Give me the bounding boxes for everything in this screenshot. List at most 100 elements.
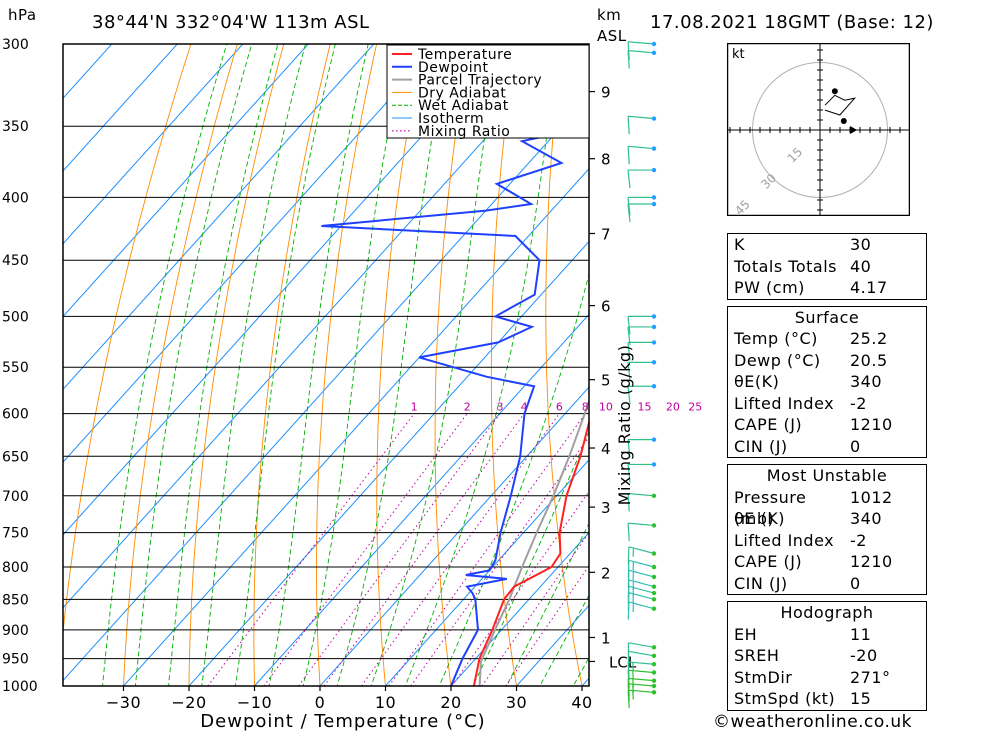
legend-label: Dry Adiabat — [418, 85, 506, 101]
wind-barb-staff — [628, 689, 655, 693]
hpa-unit-label: hPa — [8, 6, 37, 24]
height-tick-label: 1 — [601, 629, 611, 647]
wind-barb-dot — [651, 167, 657, 173]
wet-adiabat-line — [370, 44, 500, 686]
temp-tick-label: −30 — [106, 693, 141, 712]
wind-barb-feather — [627, 342, 631, 361]
mixing-ratio-label: 25 — [688, 401, 702, 414]
wind-barb-dot — [651, 116, 657, 121]
surface-row: CIN (J) 0 — [734, 436, 861, 456]
parcel-line — [478, 397, 589, 686]
mixing-ratio-label: 20 — [666, 401, 680, 414]
location-title: 38°44'N 332°04'W 113m ASL — [92, 12, 370, 33]
hodograph-stats-box: Hodograph EH 11 SREH -20 StmDir 271° StmSpd… — [727, 601, 927, 711]
dry-adiabat-line — [931, 7, 1000, 712]
mu-row: θE (K) 340 — [734, 509, 883, 528]
index-row: K 30 — [734, 235, 872, 254]
wind-barb — [627, 642, 657, 661]
legend-label: Temperature — [417, 47, 512, 63]
wind-barb-staff — [628, 677, 655, 682]
height-tick-label: 5 — [601, 372, 611, 390]
wind-barb-staff — [628, 41, 655, 45]
hodograph-marker — [840, 118, 847, 125]
height-tick-label: 2 — [601, 564, 611, 582]
height-tick-label: 3 — [601, 499, 611, 517]
wind-barb — [627, 492, 657, 512]
pressure-tick-label: 850 — [2, 592, 29, 608]
mixing-ratio-line — [388, 413, 586, 686]
wind-barb-dot — [651, 606, 657, 611]
mixing-ratio-line — [263, 413, 468, 686]
pressure-gridlines: 300 350 400 450 500 550 600 650 700 750 800 850 900 9… — [2, 37, 589, 695]
wind-barb-feather — [627, 169, 631, 189]
dry-adiabat-line — [63, 44, 192, 637]
height-tick-label: 4 — [601, 440, 611, 458]
mixing-ratio-line — [360, 413, 560, 686]
wind-barb-dot — [651, 314, 657, 319]
hodograph-line — [824, 94, 857, 116]
pressure-tick-label: 500 — [2, 309, 29, 325]
temp-tick-label: −10 — [237, 693, 272, 712]
wind-barb-dot — [651, 384, 657, 389]
surface-row: Lifted Index -2 — [734, 393, 867, 413]
isotherm-line — [63, 44, 113, 99]
mixing-ratio-label: 8 — [582, 401, 589, 414]
dry-adiabat-line — [545, 44, 583, 686]
wind-barb-dot — [651, 50, 657, 56]
mixing-ratio-line — [323, 413, 525, 686]
copyright-link[interactable]: ©weatheronline.co.uk — [713, 712, 913, 732]
isotherm-line — [319, 386, 589, 686]
wind-barb-feather — [627, 116, 630, 135]
height-tick-label: 9 — [601, 84, 611, 102]
wind-barb-dot — [651, 551, 657, 556]
legend-label: Wet Adiabat — [418, 98, 509, 114]
x-axis-label: Dewpoint / Temperature (°C) — [200, 711, 485, 732]
wind-barb-feather — [627, 386, 631, 405]
wind-barb-dot — [651, 195, 657, 200]
datetime-title: 17.08.2021 18GMT (Base: 12) — [650, 12, 934, 33]
dry-adiabat-lines — [63, 7, 1000, 712]
wind-barb-feather — [627, 326, 631, 346]
wind-barb-feather — [627, 523, 630, 542]
axis-ticks: −30 −20 −10 0 10 20 30 40 9 8 7 6 5 4 3 2 1 LCL — [106, 84, 637, 712]
surface-row: CAPE (J) 1210 — [734, 415, 893, 434]
wet-adiabat-line — [268, 44, 369, 686]
asl-label: ASL — [597, 27, 627, 45]
wet-adiabat-line — [134, 44, 253, 686]
isotherm-line — [63, 95, 589, 682]
wind-barb-feather — [627, 41, 630, 60]
surface-box: Surface Temp (°C) 25.2 Dewp (°C) 20.5 θE(K… — [727, 305, 927, 458]
wet-adiabat-line — [404, 44, 561, 686]
mu-row: Lifted Index -2 — [734, 530, 867, 550]
hodograph-stats-title: Hodograph — [780, 603, 874, 622]
isotherm-line — [63, 44, 309, 318]
legend-label: Dewpoint — [418, 60, 489, 76]
pressure-tick-label: 650 — [2, 449, 29, 465]
wind-barb-dot — [651, 645, 657, 650]
wind-barb-feather — [627, 546, 630, 565]
wind-barb-staff — [628, 569, 655, 578]
pressure-tick-label: 750 — [2, 526, 29, 542]
wind-barb — [627, 115, 657, 135]
temp-tick-label: 30 — [506, 693, 527, 712]
wind-barb-dot — [651, 324, 657, 330]
wet-adiabat-line — [438, 272, 589, 686]
pressure-tick-label: 400 — [2, 190, 29, 206]
wind-barb-feather — [627, 316, 631, 335]
dry-adiabat-line — [376, 44, 424, 686]
wind-barb-half-feather — [632, 670, 634, 680]
wind-barb-staff — [628, 642, 655, 648]
wind-barb-dot — [651, 683, 657, 689]
pressure-tick-label: 350 — [2, 119, 29, 135]
wind-barbs — [627, 41, 657, 709]
temp-tick-label: −20 — [171, 693, 206, 712]
hodo-row: StmSpd (kt) 15 — [734, 689, 872, 708]
height-tick-label: 6 — [601, 298, 611, 316]
dry-adiabat-line — [316, 44, 378, 686]
wind-barb-dot — [651, 201, 657, 207]
temp-tick-label: 0 — [315, 693, 326, 712]
wind-barb-staff — [628, 579, 655, 588]
isotherm-line — [253, 313, 589, 686]
